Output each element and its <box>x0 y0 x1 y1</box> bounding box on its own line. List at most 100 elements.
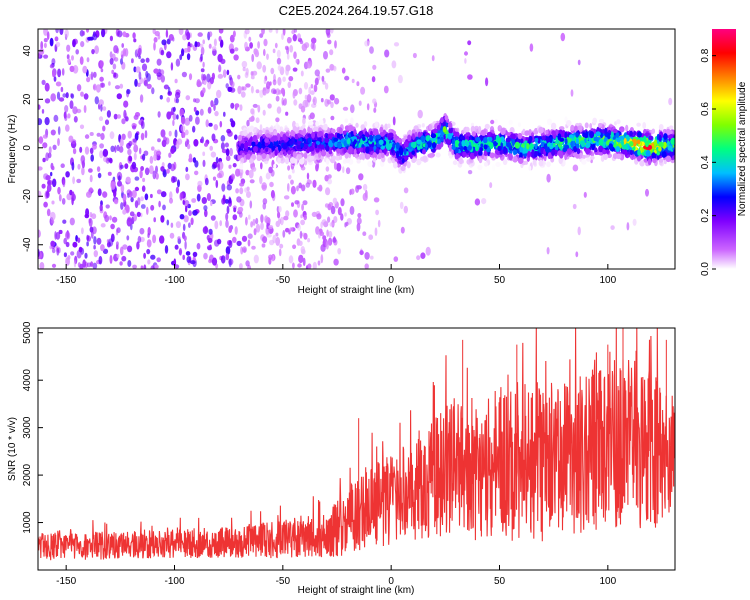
spectrogram-noise-cell <box>249 179 255 184</box>
spectrogram-signal-cell <box>406 161 411 169</box>
spectrogram-noise-cell <box>306 60 312 69</box>
spectrogram-noise-cell <box>275 95 280 102</box>
spectrogram-noise-cell <box>392 116 396 126</box>
spectrogram-noise-cell <box>113 189 117 198</box>
spectrogram-noise-cell <box>364 189 368 198</box>
spectrogram-signal-cell <box>374 128 379 135</box>
spectrogram-noise-cell <box>403 187 409 194</box>
spectrogram-signal-cell <box>307 137 312 144</box>
spectrogram-noise-cell <box>320 254 324 264</box>
spectrogram-noise-cell <box>362 231 367 236</box>
spectrogram-noise-cell <box>232 30 236 38</box>
spectrogram-noise-cell <box>229 48 235 54</box>
spectrogram-noise-cell <box>216 172 222 179</box>
spectrogram-noise-cell <box>44 117 50 126</box>
spectrogram-noise-cell <box>84 134 90 139</box>
spectrogram-signal-cell <box>355 122 359 128</box>
spectrogram-noise-cell <box>57 126 61 136</box>
spectrogram-noise-cell <box>51 248 56 254</box>
spectrogram-noise-cell <box>560 32 566 42</box>
spectrogram-noise-cell <box>336 162 342 172</box>
spectrogram-noise-cell <box>175 97 180 104</box>
spectrogram-noise-cell <box>267 103 272 109</box>
spectrogram-x-axis-label: Height of straight line (km) <box>298 285 415 296</box>
spectrogram-signal-cell <box>303 152 308 159</box>
spectrogram-signal-cell <box>239 163 244 170</box>
spectrogram-noise-cell <box>77 237 81 243</box>
spectrogram-signal-cell <box>410 142 416 148</box>
spectrogram-noise-cell <box>139 94 144 103</box>
spectrogram-noise-cell <box>572 164 579 172</box>
spectrogram-noise-cell <box>65 257 70 266</box>
spectrogram-noise-cell <box>169 191 173 200</box>
spectrogram-noise-cell <box>54 231 57 240</box>
spectrogram-noise-cell <box>216 89 222 99</box>
spectrogram-signal-cell <box>524 130 530 136</box>
spectrogram-noise-cell <box>50 129 56 136</box>
spectrogram-signal-cell <box>388 142 393 150</box>
spectrogram-signal-cell <box>396 138 403 144</box>
spectrogram-noise-cell <box>239 187 244 195</box>
spectrogram-signal-cell <box>511 139 515 147</box>
spectrogram-signal-cell <box>639 160 645 167</box>
spectrogram-noise-cell <box>95 84 101 93</box>
spectrogram-noise-cell <box>207 80 212 90</box>
spectrogram-signal-cell <box>636 139 641 145</box>
spectrogram-noise-cell <box>153 217 156 223</box>
spectrogram-noise-cell <box>253 254 259 264</box>
spectrogram-noise-cell <box>263 79 267 84</box>
spectrogram-signal-cell <box>465 126 470 133</box>
spectrogram-noise-cell <box>467 74 473 80</box>
spectrogram-signal-cell <box>297 154 302 160</box>
spectrogram-noise-cell <box>204 209 208 218</box>
spectrogram-noise-cell <box>250 115 255 122</box>
spectrogram-noise-cell <box>86 191 92 198</box>
spectrogram-signal-cell <box>420 135 425 143</box>
spectrogram-signal-cell <box>287 150 291 155</box>
spectrogram-noise-cell <box>147 233 150 238</box>
spectrogram-noise-cell <box>321 219 327 226</box>
colorbar-tick-label: 0.4 <box>700 155 711 169</box>
spectrogram-noise-cell <box>89 212 93 218</box>
spectrogram-noise-cell <box>364 263 369 269</box>
spectrogram-noise-cell <box>245 260 250 267</box>
spectrogram-signal-cell <box>658 146 662 152</box>
spectrogram-noise-cell <box>80 41 85 48</box>
spectrogram-noise-cell <box>320 98 324 103</box>
spectrogram-noise-cell <box>490 119 495 125</box>
spectrogram-signal-cell <box>643 158 648 163</box>
spectrogram-noise-cell <box>292 67 298 72</box>
spectrogram-noise-cell <box>153 37 158 43</box>
spectrogram-noise-cell <box>293 29 297 33</box>
spectrogram-noise-cell <box>39 48 45 55</box>
spectrogram-noise-cell <box>216 238 222 245</box>
spectrogram-noise-cell <box>187 45 191 53</box>
snr-x-ticks: -150 -100 -50 0 50 100 <box>56 565 617 587</box>
spectrogram-signal-cell <box>245 153 249 160</box>
spectrogram-noise-cell <box>146 83 152 89</box>
spectrogram-signal-cell <box>628 141 634 147</box>
spectrogram-noise-cell <box>275 117 280 123</box>
spectrogram-noise-cell <box>298 87 303 95</box>
spectrogram-noise-cell <box>43 29 49 36</box>
spectrogram-noise-cell <box>60 86 64 93</box>
spectrogram-signal-cell <box>564 138 568 145</box>
spectrogram-noise-cell <box>333 161 337 170</box>
spectrogram-noise-cell <box>117 180 122 187</box>
spectrogram-noise-cell <box>163 84 169 90</box>
spectrogram-noise-cell <box>41 109 45 114</box>
spectrogram-noise-cell <box>80 91 84 97</box>
spectrogram-noise-cell <box>282 230 286 238</box>
spectrogram-signal-cell <box>282 133 287 141</box>
spectrogram-signal-cell <box>289 140 294 146</box>
spectrogram-noise-cell <box>146 239 152 248</box>
spectrogram-noise-cell <box>41 79 46 86</box>
spectrogram-noise-cell <box>228 164 232 169</box>
spectrogram-noise-cell <box>109 57 114 65</box>
spectrogram-noise-cell <box>93 236 97 245</box>
spectrogram-signal-cell <box>350 130 354 136</box>
spectrogram-signal-cell <box>395 142 400 150</box>
spectrogram-noise-cell <box>358 100 362 106</box>
spectrogram-noise-cell <box>364 252 370 260</box>
spectrogram-noise-cell <box>208 122 213 127</box>
